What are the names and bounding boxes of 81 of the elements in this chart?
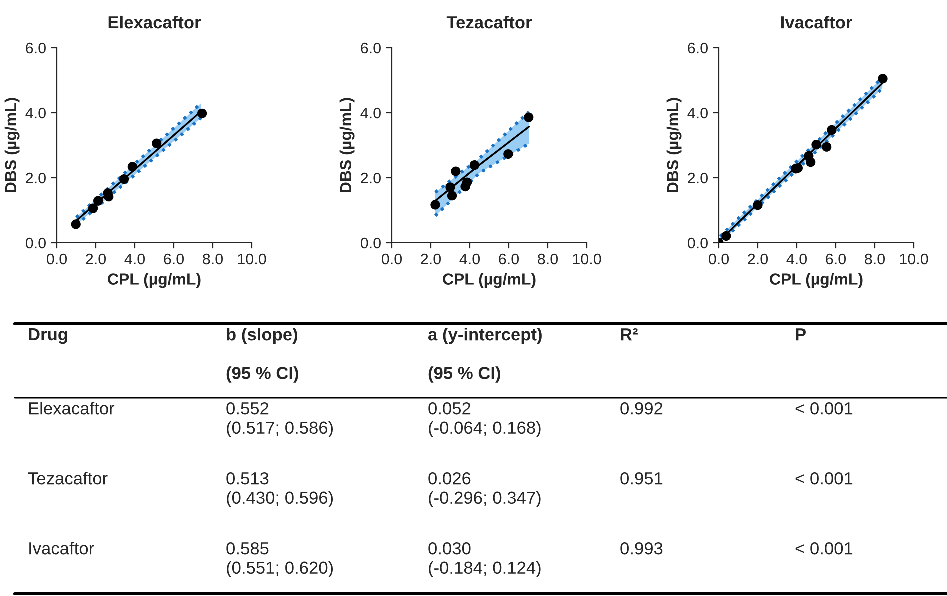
y-tick-label: 0.0: [360, 238, 381, 249]
text: Elexacaftor: [29, 402, 115, 415]
x-tick-label: 10.0: [573, 254, 602, 265]
y-axis-title: DBS (µg/mL): [666, 98, 682, 193]
x-tick-label: 6.0: [826, 254, 846, 265]
x-tick-label: 10.0: [900, 254, 928, 265]
point: [822, 142, 832, 152]
y-tick-label: 2.0: [688, 172, 708, 184]
text: 0.513 (0.430; 0.596): [226, 472, 334, 508]
point: [524, 112, 534, 122]
chart-title: Ivacaftor: [781, 16, 852, 29]
point: [753, 200, 763, 210]
text: 0.026 (-0.296; 0.347): [428, 472, 541, 508]
x-tick-label: 8.0: [203, 254, 224, 265]
text: Drug: [29, 328, 68, 344]
text: Tezacaftor: [28, 472, 108, 485]
y-tick-label: 2.0: [26, 172, 46, 184]
x-tick-label: 0.0: [708, 254, 730, 265]
text: Ivacaftor: [30, 542, 94, 555]
point: [812, 140, 822, 150]
text: 0.052 (-0.064; 0.168): [428, 402, 541, 438]
point: [806, 158, 816, 168]
x-tick-label: 4.0: [124, 254, 146, 265]
y-axis-title: DBS (µg/mL): [340, 98, 355, 193]
point: [446, 182, 456, 192]
x-tick-label: 10.0: [238, 254, 266, 265]
point: [94, 196, 104, 206]
y-tick-label: 4.0: [688, 108, 708, 119]
text: 0.585 (0.551; 0.620): [226, 542, 334, 578]
chart-title: Elexacaftor: [108, 16, 202, 29]
y-tick-label: 6.0: [26, 42, 46, 54]
y-tick-label: 0.0: [26, 238, 46, 249]
text: 0.993: [620, 542, 663, 555]
x-axis-title: CPL (µg/mL): [770, 273, 863, 288]
y-tick-label: 6.0: [688, 42, 708, 54]
point: [430, 200, 440, 210]
x-axis-title: CPL (µg/mL): [443, 273, 536, 288]
point: [447, 191, 458, 201]
point: [88, 204, 98, 214]
x-axis-title: CPL (µg/mL): [108, 273, 201, 288]
point: [878, 74, 888, 84]
text: a (y-intercept) (95 % CI): [428, 328, 542, 383]
point: [197, 108, 208, 118]
text: 0.552 (0.517; 0.586): [226, 402, 334, 438]
x-tick-label: 8.0: [865, 254, 886, 265]
text: 0.951: [620, 472, 663, 485]
x-tick-label: 6.0: [164, 254, 184, 265]
x-tick-label: 0.0: [382, 254, 402, 265]
point: [722, 231, 732, 241]
y-axis-title: DBS (µg/mL): [4, 98, 20, 193]
text: < 0.001: [796, 402, 853, 415]
point: [504, 149, 514, 160]
x-tick-label: 2.0: [86, 254, 106, 265]
point: [462, 178, 472, 188]
text: R²: [621, 328, 638, 341]
x-tick-label: 8.0: [538, 254, 558, 265]
x-tick-label: 2.0: [748, 254, 768, 265]
y-tick-label: 6.0: [361, 42, 381, 54]
point: [152, 138, 162, 148]
point: [71, 220, 81, 230]
y-tick-label: 0.0: [688, 238, 708, 249]
y-tick-label: 4.0: [26, 108, 46, 119]
x-tick-label: 2.0: [421, 254, 442, 265]
point: [827, 125, 837, 136]
text: b (slope) (95 % CI): [226, 328, 298, 383]
x-tick-label: 6.0: [499, 254, 520, 265]
point: [451, 166, 461, 176]
text: 0.030 (-0.184; 0.124): [428, 542, 541, 578]
x-tick-label: 4.0: [786, 254, 808, 265]
text: < 0.001: [796, 542, 853, 555]
text: P: [796, 328, 806, 341]
point: [119, 174, 130, 184]
y-tick-label: 2.0: [361, 172, 381, 184]
text: 0.992: [620, 402, 663, 415]
chart-title: Tezacaftor: [446, 16, 532, 29]
y-tick-label: 4.0: [360, 108, 381, 119]
point: [470, 160, 480, 170]
x-tick-label: 0.0: [46, 254, 68, 265]
x-tick-label: 4.0: [460, 254, 480, 265]
text: < 0.001: [796, 472, 853, 485]
point: [128, 162, 138, 172]
